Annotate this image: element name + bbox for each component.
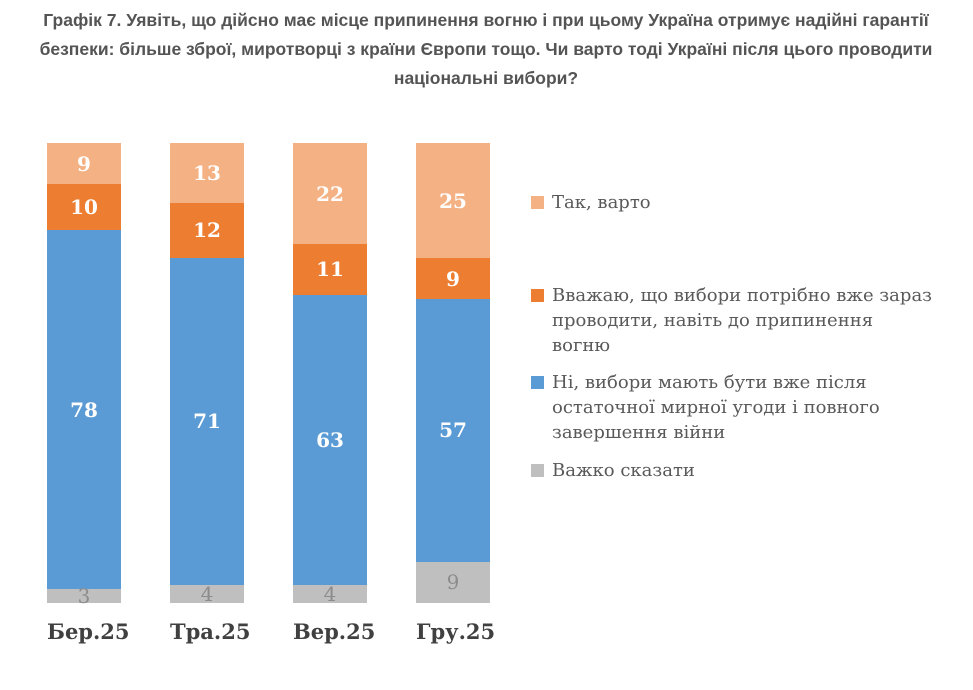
- legend-swatch-icon: [531, 289, 544, 302]
- legend-swatch-icon: [531, 196, 544, 209]
- bar-segment: 11: [293, 244, 367, 295]
- bar-segment: 71: [170, 257, 244, 585]
- bar-value-label: 4: [323, 581, 337, 606]
- bar-value-label: 3: [77, 584, 91, 609]
- legend-swatch-icon: [531, 376, 544, 389]
- bar-value-label: 78: [70, 397, 98, 422]
- chart-title: Графік 7. Уявіть, що дійсно має місце пр…: [39, 10, 933, 88]
- bar-segment: 9: [416, 258, 490, 300]
- bar-segment: 57: [416, 299, 490, 562]
- legend-swatch-icon: [531, 464, 544, 477]
- bar-value-label: 12: [193, 218, 221, 243]
- bar-Тра.25: 13 12 71 4: [170, 143, 244, 606]
- legend-label: Вважаю, що вибори потрібно вже зараз про…: [552, 285, 932, 356]
- bar-segment: 25: [416, 143, 490, 258]
- x-axis-label: Тра.25: [170, 619, 251, 644]
- bar-value-label: 11: [316, 257, 344, 282]
- bar-value-label: 4: [200, 581, 214, 606]
- bar-value-label: 57: [439, 418, 467, 443]
- legend-item: Так, варто: [531, 190, 933, 215]
- bar-value-label: 25: [439, 188, 467, 213]
- legend-label: Ні, вибори мають бути вже після остаточн…: [552, 372, 880, 443]
- bar-segment: 3: [47, 584, 121, 609]
- x-axis-label: Бер.25: [47, 619, 130, 644]
- bar-segment: 10: [47, 184, 121, 231]
- bar-value-label: 10: [70, 195, 98, 220]
- bar-value-label: 13: [193, 160, 221, 185]
- bar-value-label: 63: [316, 427, 344, 452]
- x-axis-label: Вер.25: [293, 619, 376, 644]
- bar-value-label: 71: [193, 409, 221, 434]
- bar-segment: 4: [293, 581, 367, 606]
- legend-label: Важко сказати: [552, 460, 695, 481]
- bar-value-label: 9: [446, 266, 460, 291]
- bar-value-label: 9: [446, 570, 460, 595]
- bar-segment: 4: [170, 581, 244, 606]
- legend: Так, варто Вважаю, що вибори потрібно вже…: [531, 0, 943, 690]
- bar-Бер.25: 9 10 78 3: [47, 143, 121, 609]
- bar-segment: 22: [293, 143, 367, 245]
- legend-item: Ні, вибори мають бути вже після остаточн…: [531, 370, 933, 445]
- bar-Вер.25: 22 11 63 4: [293, 143, 367, 606]
- plot-area: 9 10 78 3 13 12 71 4 22 11 63 4 25 9 57 9 Бер.25 Тра.25 В…: [47, 143, 496, 644]
- x-axis-labels: Бер.25 Тра.25 Вер.25 Гру.25: [47, 619, 496, 644]
- bar-segment: 63: [293, 294, 367, 585]
- bar-segment: 9: [47, 143, 121, 185]
- bar-segment: 12: [170, 202, 244, 258]
- bar-segment: 9: [416, 561, 490, 603]
- x-axis-label: Гру.25: [416, 619, 496, 644]
- bar-Гру.25: 25 9 57 9: [416, 143, 490, 603]
- legend-label: Так, варто: [552, 192, 651, 213]
- bar-value-label: 22: [316, 181, 344, 206]
- bar-segment: 78: [47, 230, 121, 590]
- legend-item: Вважаю, що вибори потрібно вже зараз про…: [531, 283, 933, 358]
- bar-value-label: 9: [77, 151, 91, 176]
- legend-item: Важко сказати: [531, 458, 933, 483]
- bars-area: 9 10 78 3 13 12 71 4 22 11 63 4 25 9 57 9: [47, 143, 490, 609]
- bar-segment: 13: [170, 143, 244, 203]
